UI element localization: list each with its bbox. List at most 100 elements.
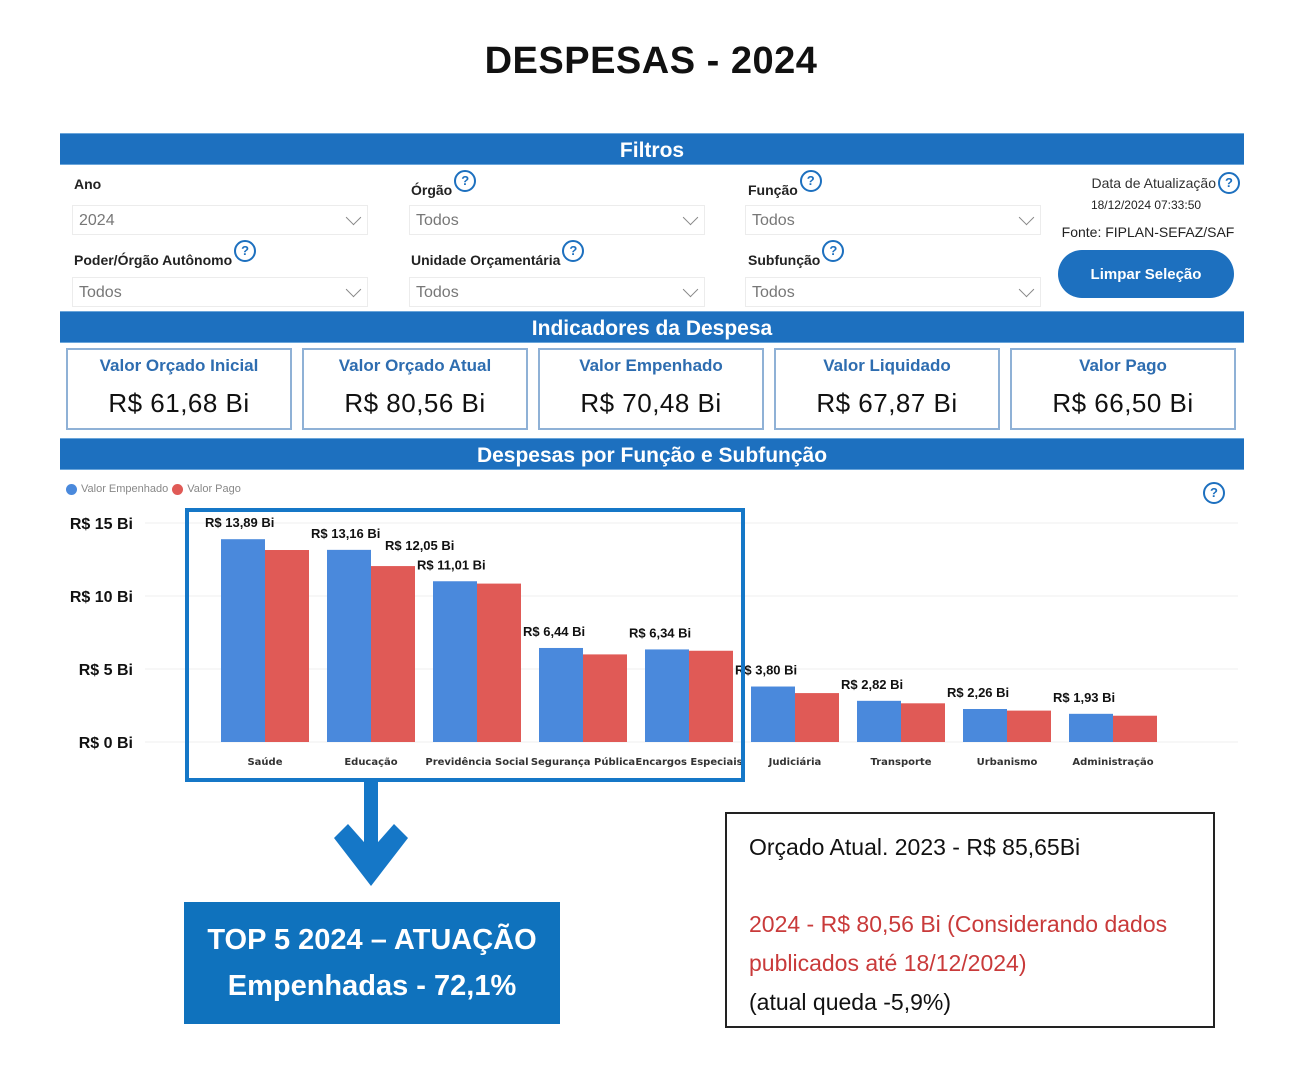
x-tick-label: Urbanismo: [977, 757, 1038, 768]
filters-header: Filtros: [60, 133, 1244, 165]
filter-value: Todos: [416, 284, 459, 301]
y-tick-label: R$ 0 Bi: [79, 735, 133, 752]
note-line-3: (atual queda -5,9%): [749, 989, 952, 1015]
filter-value: Todos: [416, 212, 459, 229]
help-icon[interactable]: ?: [1218, 172, 1240, 194]
filter-select-funcao[interactable]: Todos: [745, 205, 1041, 235]
page-title: DESPESAS - 2024: [484, 40, 818, 82]
filter-select-ano[interactable]: 2024: [72, 205, 368, 235]
filter-label-orgao: Órgão?: [411, 170, 477, 198]
legend-label-pago[interactable]: Valor Pago: [187, 483, 241, 495]
bar-pago[interactable]: [371, 566, 415, 742]
filter-label-text: Poder/Órgão Autônomo: [74, 252, 233, 268]
chevron-down-icon: [345, 209, 362, 226]
update-label-text: Data de Atualização: [1091, 175, 1216, 191]
kpi-card-pago: Valor Pago R$ 66,50 Bi: [1010, 348, 1236, 430]
y-tick-label: R$ 15 Bi: [70, 516, 133, 533]
help-icon[interactable]: ?: [562, 240, 585, 262]
kpi-card-liquidado: Valor Liquidado R$ 67,87 Bi: [774, 348, 1000, 430]
filter-label-text: Ano: [74, 176, 102, 192]
data-label: R$ 11,01 Bi: [417, 557, 486, 572]
bar-pago[interactable]: [265, 550, 309, 742]
x-axis: Saúde Educação Previdência Social Segurança…: [247, 756, 1153, 768]
data-label: R$ 6,34 Bi: [629, 625, 691, 640]
chart-header: Despesas por Função e Subfunção: [60, 438, 1244, 470]
bar-empenhado[interactable]: [539, 647, 583, 742]
callout-line-2: Empenhadas - 72,1%: [227, 970, 517, 1002]
help-icon[interactable]: ?: [234, 240, 257, 262]
filter-label-unidade: Unidade Orçamentária?: [411, 240, 585, 268]
chevron-down-icon: [1018, 281, 1035, 298]
bar-pago[interactable]: [1007, 710, 1051, 742]
top5-callout: TOP 5 2024 – ATUAÇÃO Empenhadas - 72,1%: [184, 902, 560, 1024]
bar-empenhado[interactable]: [857, 700, 901, 742]
legend-label-empenhado[interactable]: Valor Empenhado: [81, 483, 169, 495]
filter-label-text: Subfunção: [748, 252, 821, 268]
bar-empenhado[interactable]: [1069, 713, 1113, 742]
bar-pago[interactable]: [1113, 715, 1157, 742]
bar-empenhado[interactable]: [751, 686, 795, 742]
filter-value: 2024: [79, 212, 115, 229]
kpi-value: R$ 66,50 Bi: [1052, 388, 1194, 418]
data-label: R$ 13,89 Bi: [205, 515, 274, 530]
x-tick-label: Segurança Pública: [531, 756, 635, 768]
filter-select-orgao[interactable]: Todos: [409, 205, 705, 235]
filter-label-ano: Ano: [74, 176, 101, 192]
bar-empenhado[interactable]: [221, 539, 265, 742]
kpi-value: R$ 80,56 Bi: [344, 388, 486, 418]
kpi-card-orcado-atual: Valor Orçado Atual R$ 80,56 Bi: [302, 348, 528, 430]
indicators-header: Indicadores da Despesa: [60, 311, 1244, 343]
help-icon[interactable]: ?: [1203, 482, 1225, 504]
filter-label-text: Unidade Orçamentária: [411, 252, 561, 268]
data-label: R$ 13,16 Bi: [311, 526, 380, 541]
update-date-label: Data de Atualização?: [1060, 172, 1240, 194]
filter-select-poder[interactable]: Todos: [72, 277, 368, 307]
bar-empenhado[interactable]: [963, 709, 1007, 742]
bar-pago[interactable]: [795, 693, 839, 742]
legend-marker-empenhado: [66, 483, 77, 495]
bar-pago[interactable]: [583, 654, 627, 742]
filter-label-funcao: Função?: [748, 170, 822, 198]
data-label: R$ 1,93 Bi: [1053, 690, 1115, 705]
filter-value: Todos: [752, 284, 795, 301]
filter-select-unidade[interactable]: Todos: [409, 277, 705, 307]
data-labels: R$ 13,89 Bi R$ 13,16 Bi R$ 12,05 Bi R$ 11,0…: [205, 515, 1115, 705]
note-line-1: Orçado Atual. 2023 - R$ 85,65Bi: [749, 834, 1081, 860]
comparison-note: Orçado Atual. 2023 - R$ 85,65Bi 2024 - R…: [725, 812, 1215, 1028]
filter-label-text: Órgão: [411, 182, 453, 198]
bars: [221, 539, 1157, 742]
data-label: R$ 2,26 Bi: [947, 685, 1009, 700]
callout-line-1: TOP 5 2024 – ATUAÇÃO: [207, 924, 537, 956]
y-tick-label: R$ 10 Bi: [70, 589, 133, 606]
filter-label-text: Função: [748, 182, 798, 198]
chart-legend: Valor Empenhado Valor Pago: [66, 483, 241, 495]
help-icon[interactable]: ?: [822, 240, 845, 262]
chart-help[interactable]: ?: [1201, 482, 1225, 504]
data-label: R$ 3,80 Bi: [735, 663, 797, 678]
kpi-value: R$ 61,68 Bi: [108, 388, 250, 418]
filter-select-subfuncao[interactable]: Todos: [745, 277, 1041, 307]
help-icon[interactable]: ?: [454, 170, 477, 192]
x-tick-label: Judiciária: [768, 756, 822, 768]
bar-empenhado[interactable]: [327, 549, 371, 742]
bar-pago[interactable]: [901, 703, 945, 742]
filter-value: Todos: [752, 212, 795, 229]
bar-empenhado[interactable]: [645, 649, 689, 742]
note-line-2: 2024 - R$ 80,56 Bi (Considerando dados p…: [749, 911, 1168, 976]
filter-label-subfuncao: Subfunção?: [748, 240, 845, 268]
kpi-value: R$ 70,48 Bi: [580, 388, 722, 418]
x-tick-label: Educação: [344, 757, 397, 768]
chevron-down-icon: [682, 209, 699, 226]
bar-pago[interactable]: [689, 650, 733, 742]
clear-selection-button[interactable]: Limpar Seleção: [1058, 250, 1234, 298]
x-tick-label: Transporte: [871, 757, 932, 768]
bar-pago[interactable]: [477, 583, 521, 742]
bar-empenhado[interactable]: [433, 581, 477, 742]
chevron-down-icon: [345, 281, 362, 298]
x-tick-label: Encargos Especiais: [635, 757, 742, 768]
help-icon[interactable]: ?: [799, 170, 822, 192]
data-source: Fonte: FIPLAN-SEFAZ/SAF: [1061, 224, 1235, 240]
legend-marker-pago: [172, 483, 184, 495]
top5-highlight-box: [185, 508, 745, 782]
